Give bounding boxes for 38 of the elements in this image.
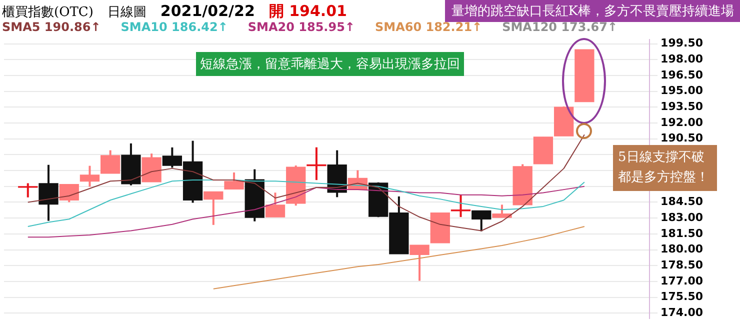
text: SMA120 173.67↑ (502, 20, 618, 34)
y-tick-label: 193.50 (660, 100, 704, 114)
y-tick-label: 196.50 (660, 68, 704, 82)
y-tick-label: 183.00 (660, 210, 704, 224)
candlestick (100, 149, 120, 174)
text: 5日線支撐不破都是多方控盤！ (613, 145, 717, 191)
text: 2021/02/22 (160, 2, 255, 20)
y-tick-label: 195.00 (660, 84, 704, 98)
y-tick-label: 177.00 (660, 274, 704, 288)
y-tick-label: 190.50 (660, 132, 704, 145)
y-tick-label: 180.00 (660, 242, 704, 256)
y-tick-label: 198.00 (660, 52, 704, 66)
candlestick (265, 192, 286, 218)
text: 開 194.01 (268, 2, 347, 21)
y-tick-label: 178.50 (660, 258, 704, 272)
candlestick (410, 244, 430, 282)
text: 量增的跳空缺口長紅K棒，多方不畏賣壓持續進場 (451, 4, 734, 19)
y-tick-label: 174.00 (660, 306, 704, 319)
annotation: 短線急漲，留意乖離過大，容易出現漲多拉回 (196, 52, 464, 76)
candlestick (492, 204, 512, 219)
candlestick (472, 210, 492, 232)
text: SMA20 185.95↑ (248, 20, 355, 34)
candlestick (59, 183, 79, 204)
chart-subtitle: 日線圖 (107, 4, 146, 21)
y-tick-label: 192.00 (660, 116, 704, 129)
y-tick-label: 199.50 (660, 36, 704, 50)
text: SMA5 190.86↑ (2, 20, 101, 34)
candlestick (18, 182, 38, 198)
candlestick (80, 164, 100, 188)
candlestick (38, 164, 58, 222)
chart-title: 櫃買指數(OTC) (2, 4, 94, 21)
y-tick-label: 175.50 (660, 290, 704, 304)
y-tick-label: 181.50 (660, 226, 704, 240)
text: SMA60 182.21↑ (374, 20, 482, 34)
text: SMA10 186.42↑ (120, 20, 228, 34)
candlestick (204, 190, 224, 226)
y-tick-label: 184.50 (660, 195, 704, 208)
candlestick (224, 171, 244, 190)
